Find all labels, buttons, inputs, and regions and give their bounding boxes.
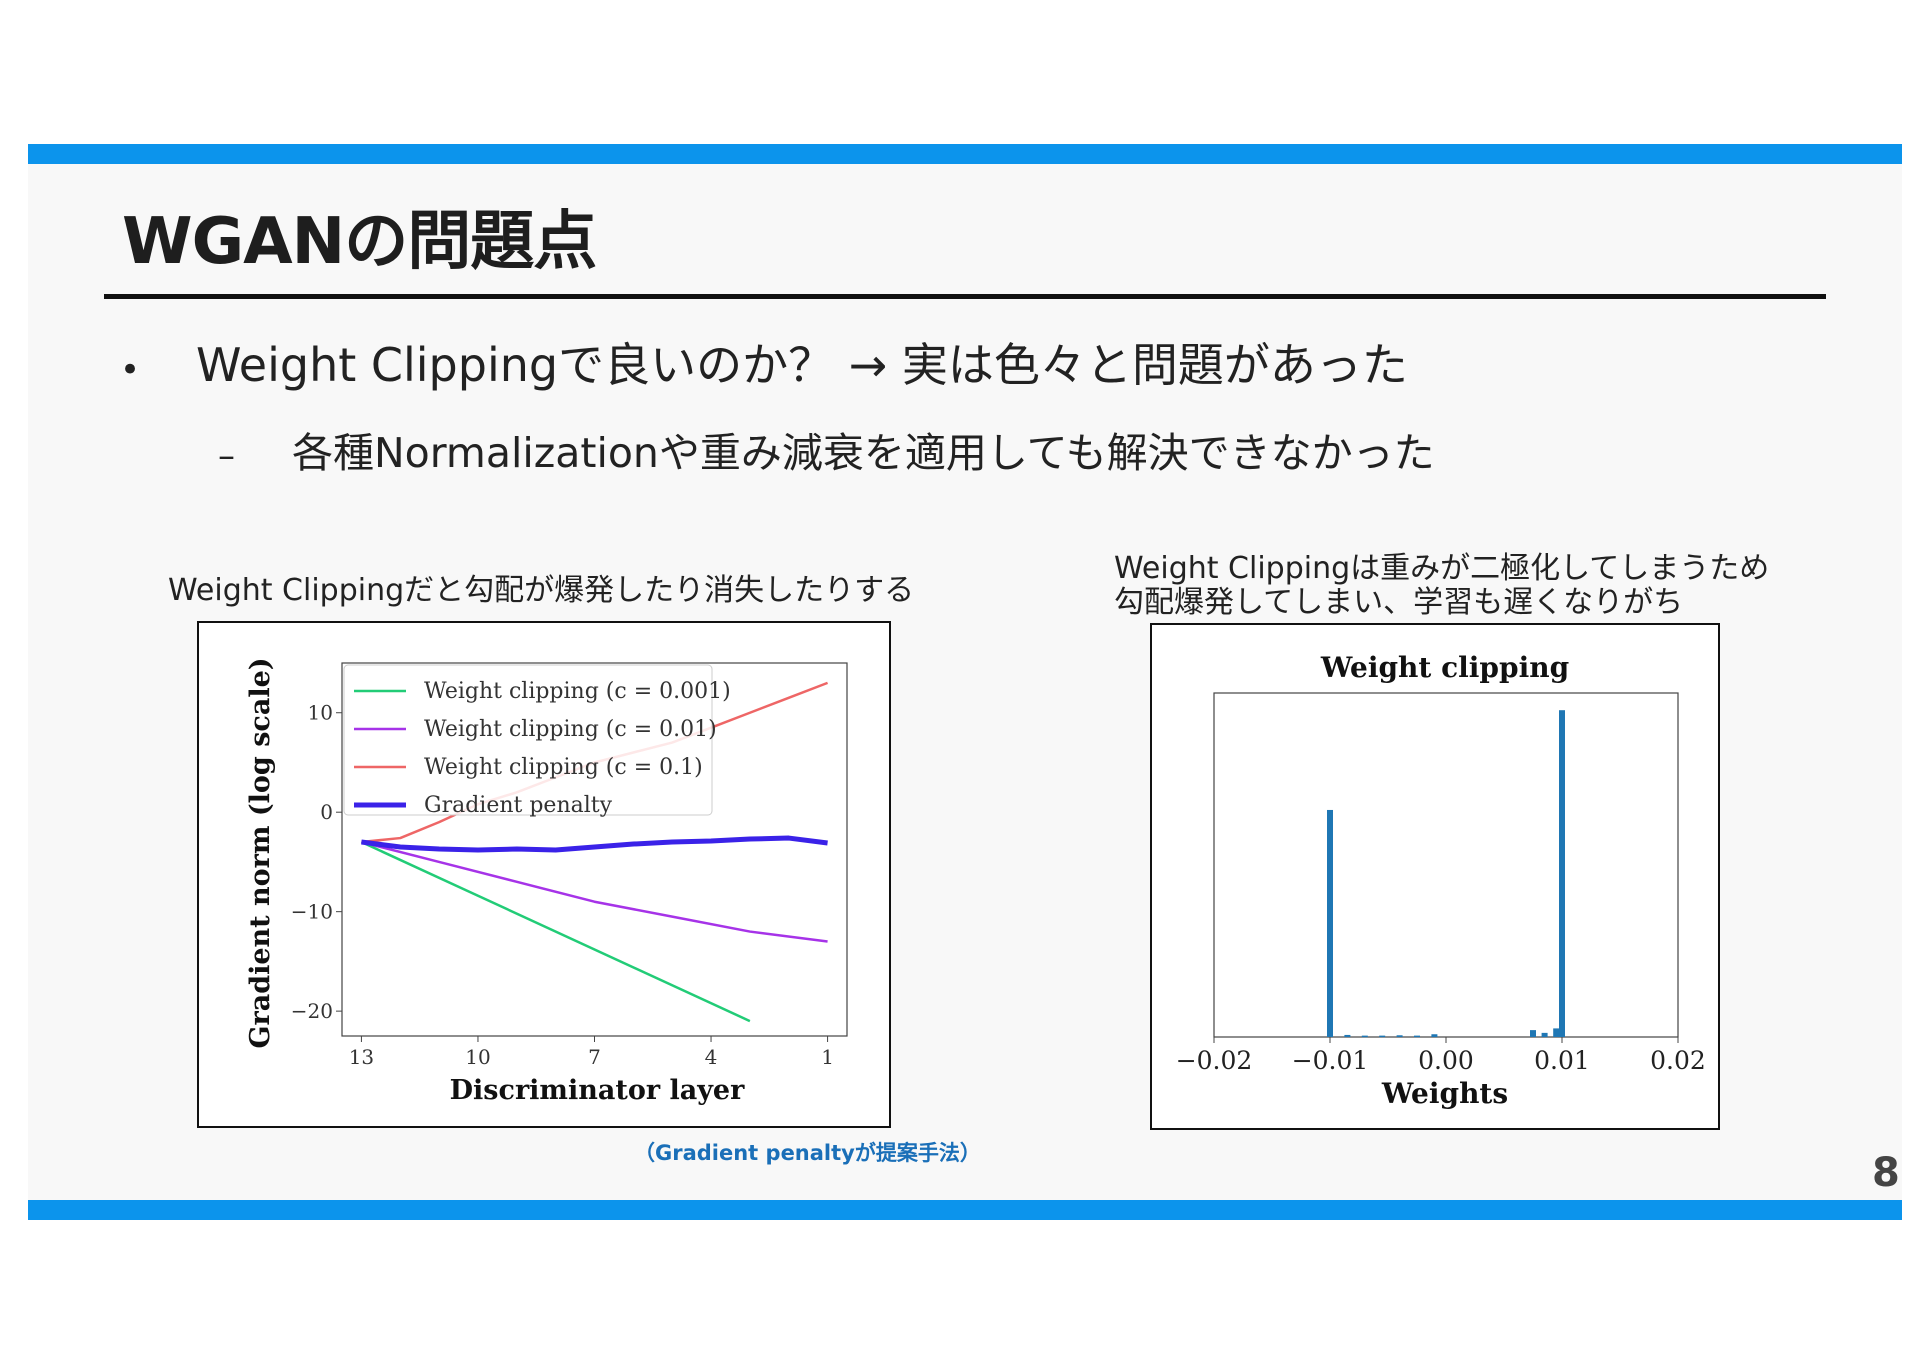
histogram-bar — [1553, 1028, 1560, 1037]
chart-xlabel: Discriminator layer — [450, 1075, 745, 1106]
gradient-norm-figure: 13 10 7 4 1 10 0 −10 −20 Weight clipping (c = 0.0… — [197, 621, 891, 1128]
left-figure-caption: Weight Clippingだと勾配が爆発したり消失したりする — [168, 573, 915, 608]
page-number: 8 — [1872, 1150, 1900, 1196]
right-figure-caption-line1: Weight Clippingは重みが二極化してしまうため — [1114, 551, 1770, 586]
histogram-bar — [1379, 1035, 1386, 1038]
x-tick-label: 4 — [705, 1045, 718, 1069]
histogram-bar — [1431, 1034, 1438, 1037]
legend-label: Weight clipping (c = 0.001) — [424, 679, 731, 704]
gradient-norm-chart: 13 10 7 4 1 10 0 −10 −20 Weight clipping (c = 0.0… — [245, 657, 848, 1106]
histogram-bar — [1559, 710, 1565, 1037]
histogram-bar — [1541, 1032, 1548, 1037]
y-tick-label: −10 — [291, 900, 333, 924]
y-tick-label: 0 — [320, 800, 333, 824]
legend-label: Weight clipping (c = 0.1) — [424, 755, 703, 780]
title-underline — [104, 294, 1826, 299]
legend-label: Weight clipping (c = 0.01) — [424, 717, 717, 742]
slide-title: WGANの問題点 — [122, 205, 597, 279]
right-figure-caption-line2: 勾配爆発してしまい、学習も遅くなりがち — [1114, 585, 1684, 620]
histogram-bar — [1344, 1034, 1351, 1037]
y-tick-label: 10 — [308, 701, 333, 725]
legend-label: Gradient penalty — [424, 793, 613, 818]
histogram-x-tick-label: −0.01 — [1292, 1046, 1369, 1075]
histogram-x-tick-label: 0.02 — [1650, 1046, 1706, 1075]
histogram-bar — [1530, 1030, 1536, 1037]
histogram-bar — [1361, 1035, 1368, 1038]
x-tick-label: 1 — [821, 1045, 834, 1069]
top-accent-bar — [28, 144, 1902, 164]
histogram-bar — [1327, 809, 1333, 1037]
chart-ylabel: Gradient norm (log scale) — [245, 657, 276, 1048]
x-tick-label: 7 — [588, 1045, 601, 1069]
histogram-x-tick-label: −0.02 — [1176, 1046, 1253, 1075]
histogram-title: Weight clipping — [1320, 651, 1569, 684]
x-tick-label: 13 — [349, 1045, 374, 1069]
series-line-2 — [361, 840, 828, 943]
proposed-method-note: （Gradient penaltyが提案手法） — [634, 1141, 981, 1165]
x-tick-label: 10 — [465, 1045, 490, 1069]
series-line-4 — [361, 835, 828, 853]
histogram-plot-area — [1213, 692, 1679, 1038]
histogram-xlabel: Weights — [1381, 1077, 1508, 1110]
legend-box — [343, 664, 713, 816]
histogram-x-tick-label: 0.00 — [1418, 1046, 1474, 1075]
weight-histogram-figure: Weight clipping −0.02 −0.01 0.00 0.01 0.02 W… — [1150, 623, 1720, 1130]
histogram-bar — [1396, 1035, 1403, 1037]
bottom-accent-bar — [28, 1200, 1902, 1220]
bullet-text-1: Weight Clippingで良いのか？ → 実は色々と問題があった — [196, 338, 1408, 392]
histogram-bar — [1414, 1035, 1420, 1038]
series-line-1 — [360, 840, 751, 1023]
sub-bullet-text-1: 各種Normalizationや重み減衰を適用しても解決できなかった — [292, 429, 1435, 477]
sub-bullet-marker: – — [218, 436, 235, 476]
histogram-x-tick-label: 0.01 — [1534, 1046, 1590, 1075]
y-tick-label: −20 — [291, 999, 333, 1023]
weight-histogram-chart: Weight clipping −0.02 −0.01 0.00 0.01 0.02 W… — [1176, 651, 1706, 1110]
bullet-marker: • — [120, 350, 141, 390]
